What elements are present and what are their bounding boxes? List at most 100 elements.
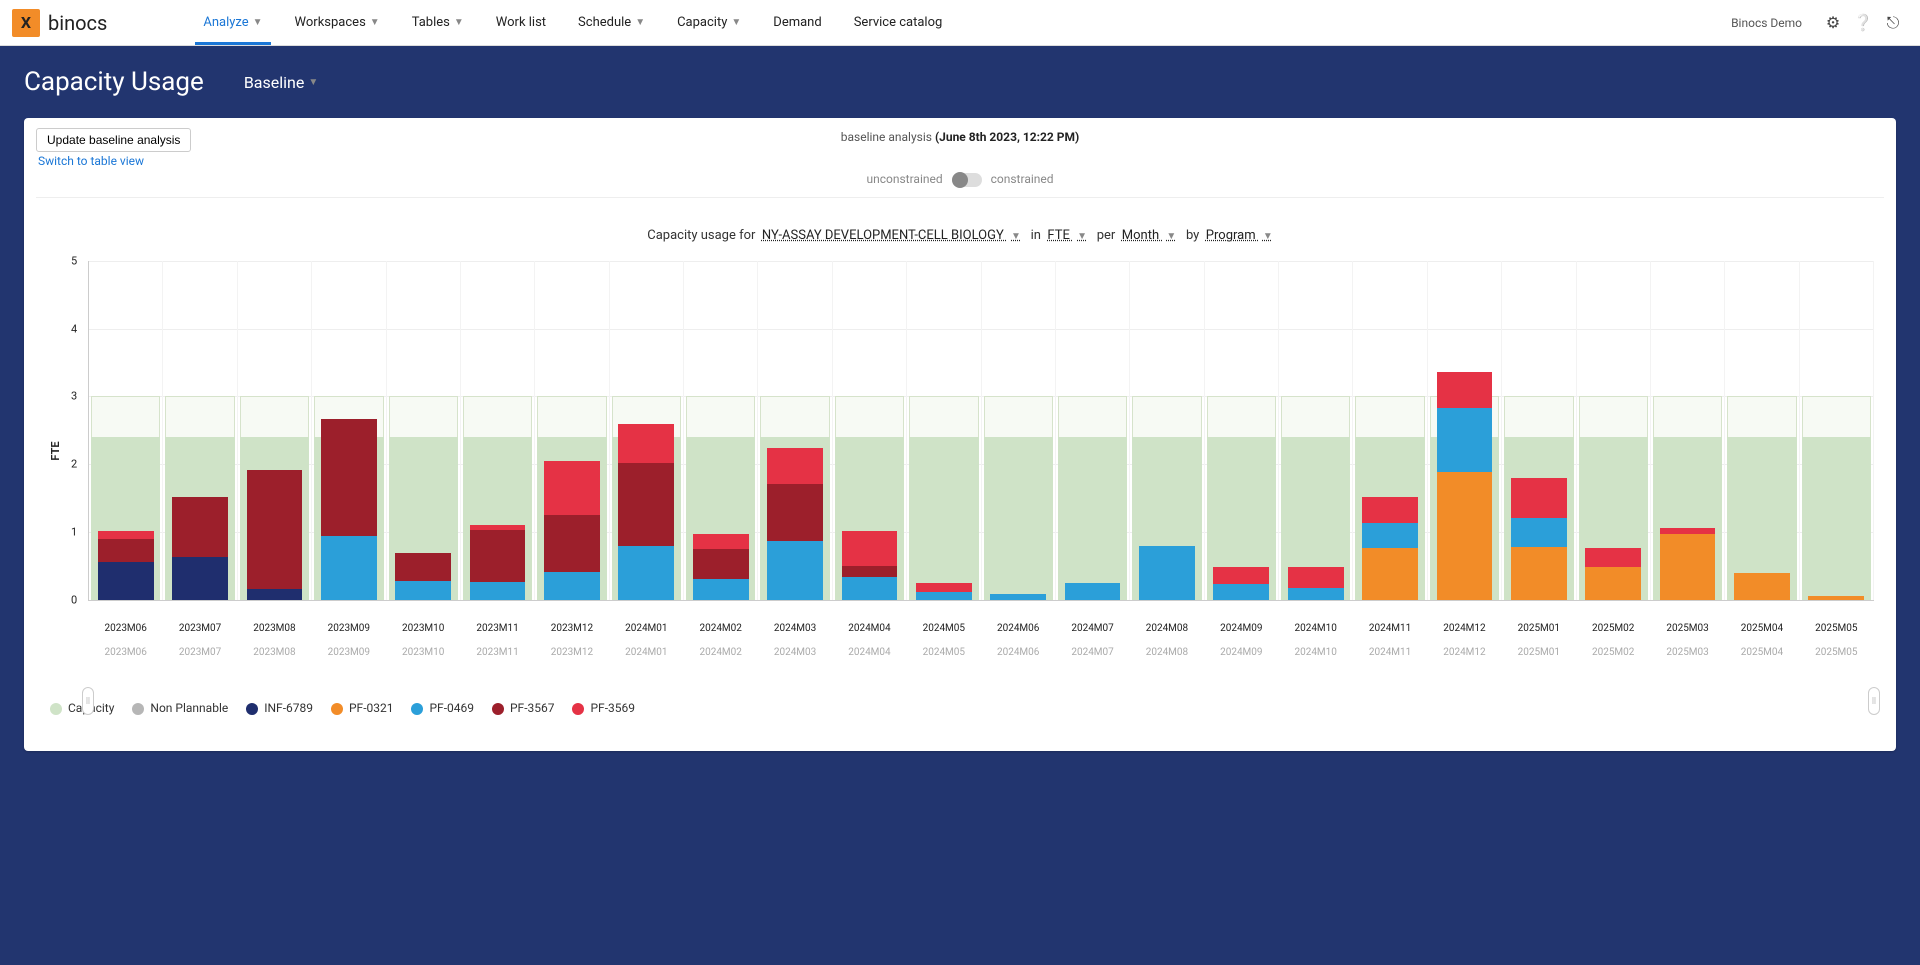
bar-segment-PF-3569[interactable]	[916, 583, 972, 591]
bar-segment-PF-0469[interactable]	[916, 592, 972, 600]
bar-segment-PF-3569[interactable]	[544, 461, 600, 515]
bar-segment-PF-3567[interactable]	[98, 539, 154, 562]
range-handle-right[interactable]: ||	[1868, 687, 1880, 715]
filter-dept[interactable]: NY-ASSAY DEVELOPMENT-CELL BIOLOGY ▼	[762, 228, 1021, 243]
bar-segment-PF-3569[interactable]	[618, 424, 674, 463]
bar-segment-PF-3569[interactable]	[767, 448, 823, 484]
bar-segment-PF-3567[interactable]	[618, 463, 674, 546]
bar-segment-INF-6789[interactable]	[98, 562, 154, 600]
period-column: 2024M042024M04	[833, 261, 907, 600]
legend-item-nonplannable[interactable]: Non Plannable	[132, 701, 228, 715]
nav-analyze[interactable]: Analyze▼	[187, 0, 278, 45]
x-label: 2023M07	[163, 623, 236, 634]
bar-segment-PF-0469[interactable]	[618, 546, 674, 600]
filter-text: per	[1097, 228, 1116, 243]
period-column: 2024M022024M02	[684, 261, 758, 600]
bar-segment-PF-0321[interactable]	[1511, 547, 1567, 600]
bar-segment-PF-0469[interactable]	[1288, 588, 1344, 600]
legend-item-PF-0469[interactable]: PF-0469	[411, 701, 474, 715]
nav-workspaces[interactable]: Workspaces▼	[279, 0, 396, 45]
x-label-overview: 2024M05	[907, 647, 980, 658]
bar-segment-PF-3569[interactable]	[1511, 478, 1567, 519]
bar-segment-PF-0321[interactable]	[1734, 573, 1790, 600]
bar-segment-PF-3569[interactable]	[1585, 548, 1641, 567]
gear-icon[interactable]: ⚙	[1822, 13, 1844, 32]
nav-schedule[interactable]: Schedule▼	[562, 0, 661, 45]
bar-segment-PF-3569[interactable]	[98, 531, 154, 539]
bar-segment-PF-0321[interactable]	[1808, 596, 1864, 599]
x-label: 2023M10	[387, 623, 460, 634]
x-label-overview: 2023M09	[312, 647, 385, 658]
nav-tables[interactable]: Tables▼	[396, 0, 480, 45]
bar-segment-PF-3567[interactable]	[247, 470, 303, 590]
legend-item-PF-0321[interactable]: PF-0321	[331, 701, 394, 715]
bar-segment-PF-3567[interactable]	[767, 484, 823, 541]
nav-capacity[interactable]: Capacity▼	[661, 0, 757, 45]
y-tick: 0	[71, 593, 77, 606]
x-label-overview: 2024M04	[833, 647, 906, 658]
bar-segment-PF-0469[interactable]	[767, 541, 823, 600]
stacked-bar	[247, 390, 303, 600]
nav-work-list[interactable]: Work list	[480, 0, 562, 45]
bar-segment-PF-0469[interactable]	[1139, 546, 1195, 600]
range-handle-left[interactable]: ||	[82, 687, 94, 715]
bar-segment-PF-0321[interactable]	[1660, 534, 1716, 599]
bar-segment-PF-0469[interactable]	[470, 582, 526, 600]
bar-segment-PF-3567[interactable]	[470, 530, 526, 583]
bar-segment-PF-3569[interactable]	[1288, 567, 1344, 588]
nav-service-catalog[interactable]: Service catalog	[838, 0, 959, 45]
bar-segment-PF-0469[interactable]	[693, 579, 749, 600]
bar-segment-PF-3569[interactable]	[1213, 567, 1269, 584]
filter-unit[interactable]: FTE ▼	[1047, 228, 1087, 243]
x-label-overview: 2024M03	[758, 647, 831, 658]
bar-segment-PF-3567[interactable]	[842, 566, 898, 577]
x-label: 2024M10	[1279, 623, 1352, 634]
bar-segment-PF-3567[interactable]	[693, 549, 749, 579]
stacked-bar	[1213, 495, 1269, 600]
bar-segment-PF-3567[interactable]	[395, 553, 451, 581]
bar-segment-PF-0469[interactable]	[1437, 408, 1493, 472]
bar-segment-PF-0321[interactable]	[1437, 472, 1493, 600]
legend: CapacityNon PlannableINF-6789PF-0321PF-0…	[42, 651, 1878, 733]
bar-segment-PF-3567[interactable]	[544, 515, 600, 571]
nav-demand[interactable]: Demand	[757, 0, 837, 45]
bar-segment-INF-6789[interactable]	[247, 589, 303, 600]
bar-segment-PF-0469[interactable]	[842, 577, 898, 600]
bar-segment-PF-3567[interactable]	[172, 497, 228, 557]
legend-item-PF-3567[interactable]: PF-3567	[492, 701, 555, 715]
help-icon[interactable]: ❔	[1852, 13, 1874, 32]
bar-segment-PF-0469[interactable]	[1511, 518, 1567, 546]
stacked-bar	[544, 383, 600, 600]
logout-icon[interactable]: ⎋	[1882, 13, 1904, 33]
filter-unit-value: FTE	[1047, 228, 1069, 243]
bar-segment-PF-0469[interactable]	[1213, 584, 1269, 600]
filter-period[interactable]: Month ▼	[1122, 228, 1177, 243]
x-label: 2024M01	[610, 623, 683, 634]
scenario-selector[interactable]: Baseline ▼	[244, 73, 318, 92]
bar-segment-PF-0469[interactable]	[1065, 583, 1121, 599]
bar-segment-PF-3569[interactable]	[1362, 497, 1418, 523]
bar-segment-PF-3569[interactable]	[842, 531, 898, 566]
x-label: 2023M06	[89, 623, 162, 634]
bar-segment-PF-0321[interactable]	[1362, 548, 1418, 600]
bar-segment-PF-0469[interactable]	[544, 572, 600, 600]
bar-segment-PF-3567[interactable]	[321, 419, 377, 535]
bar-segment-INF-6789[interactable]	[172, 557, 228, 600]
filter-group[interactable]: Program ▼	[1206, 228, 1273, 243]
bar-segment-PF-0469[interactable]	[1362, 523, 1418, 547]
constrained-toggle[interactable]	[952, 173, 982, 187]
bar-segment-PF-0469[interactable]	[990, 594, 1046, 600]
chevron-down-icon: ▼	[370, 17, 380, 28]
bar-segment-PF-0469[interactable]	[395, 581, 451, 600]
bar-segment-PF-0321[interactable]	[1585, 567, 1641, 600]
bar-segment-PF-3569[interactable]	[693, 534, 749, 549]
bar-segment-PF-3569[interactable]	[1660, 528, 1716, 534]
toggle-right-label: constrained	[991, 172, 1054, 186]
bar-segment-PF-0469[interactable]	[321, 536, 377, 600]
bar-segment-PF-3569[interactable]	[1437, 372, 1493, 408]
bar-segment-PF-3569[interactable]	[470, 525, 526, 530]
legend-item-INF-6789[interactable]: INF-6789	[246, 701, 313, 715]
legend-item-PF-3569[interactable]: PF-3569	[572, 701, 635, 715]
switch-to-table-link[interactable]: Switch to table view	[36, 144, 144, 172]
period-column: 2024M102024M10	[1279, 261, 1353, 600]
